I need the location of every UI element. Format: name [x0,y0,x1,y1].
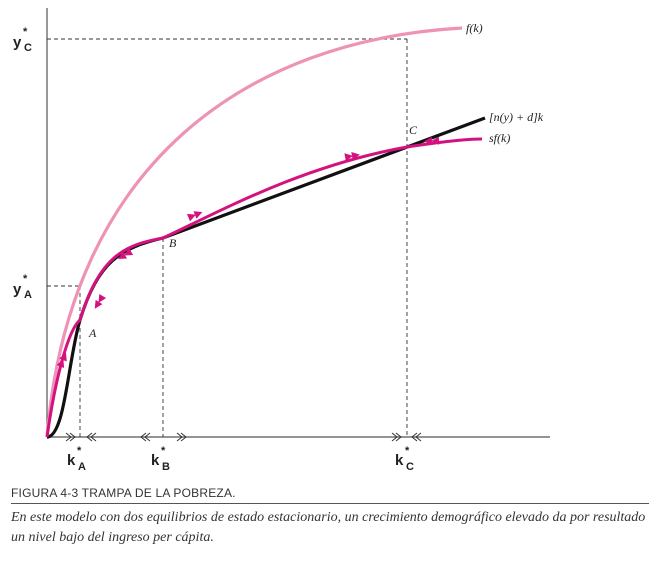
fk-label: f(k) [466,21,483,35]
svg-text:C: C [24,42,32,54]
svg-text:y: y [13,281,22,298]
y-a-axis-label: y * A [13,273,32,301]
k-b-axis-label: k * B [151,445,170,473]
svg-text:C: C [406,461,414,473]
chevron-right-a [65,432,76,442]
svg-text:k: k [395,452,404,469]
chevron-right-b [176,432,187,442]
point-b-label: B [169,236,177,250]
figure-caption-text: En este modelo con dos equilibrios de es… [11,510,646,545]
k-a-axis-label: k * A [67,445,86,473]
svg-text:*: * [405,445,410,457]
svg-text:*: * [23,273,28,285]
poverty-trap-diagram: A B C f(k) [n(y) + d]k sf(k) y * C y * A… [13,8,550,473]
chevron-left-c [411,432,422,442]
sfk-arrow-near-origin [56,352,67,368]
sfk-label: sf(k) [489,131,510,145]
k-c-axis-label: k * C [395,445,414,473]
sfk-arrow-b-to-c [187,211,203,222]
break-even-curve [46,116,486,439]
sfk-arrow-beyond-c [424,136,440,145]
sfk-arrow-a-to-origin [94,293,107,309]
svg-text:*: * [23,26,28,38]
svg-text:k: k [67,452,76,469]
sfk-arrow-b-to-a [118,248,134,259]
point-c-label: C [409,123,418,137]
chevron-right-c [391,432,402,442]
sfk-curve [45,137,483,438]
svg-text:y: y [13,34,22,51]
break-even-label: [n(y) + d]k [489,110,544,124]
svg-text:*: * [161,445,166,457]
svg-text:*: * [77,445,82,457]
svg-text:A: A [24,289,32,301]
y-c-axis-label: y * C [13,26,32,54]
sfk-arrows [56,136,440,368]
axis-chevrons [65,432,422,442]
chevron-left-a [86,432,97,442]
fk-curve [45,26,463,438]
svg-text:A: A [78,461,86,473]
guide-lines [47,38,408,437]
svg-text:k: k [151,452,160,469]
figure-caption-title: FIGURA 4-3 TRAMPA DE LA POBREZA. [11,486,236,500]
svg-text:B: B [162,461,170,473]
sfk-arrow-to-c [344,152,360,162]
chevron-left-b [140,432,151,442]
point-a-label: A [88,326,97,340]
caption-divider [11,503,649,504]
